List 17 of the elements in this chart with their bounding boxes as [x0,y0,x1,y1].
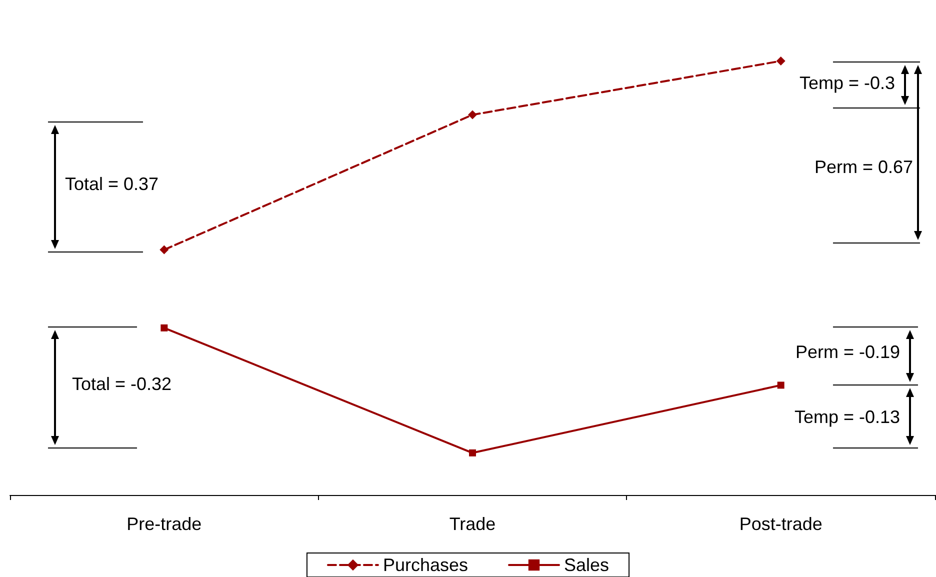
annotation: Total = -0.32 [72,374,172,394]
point [777,382,784,389]
x-tick-label: Trade [449,514,496,534]
x-tick-label: Pre-trade [126,514,202,534]
point [469,449,476,456]
legend-label: Sales [564,555,610,575]
annotation: Perm = 0.67 [814,156,913,177]
annotation: Perm = -0.19 [795,342,900,362]
point [468,110,477,120]
annotation: Total = 0.37 [65,174,159,194]
annotation: Temp = -0.3 [799,72,895,93]
annotation: Temp = -0.13 [794,406,900,427]
legend-label: Purchases [382,555,468,575]
point [160,245,169,254]
x-tick-label: Post-trade [739,514,822,534]
point [776,56,786,66]
point [160,324,168,332]
